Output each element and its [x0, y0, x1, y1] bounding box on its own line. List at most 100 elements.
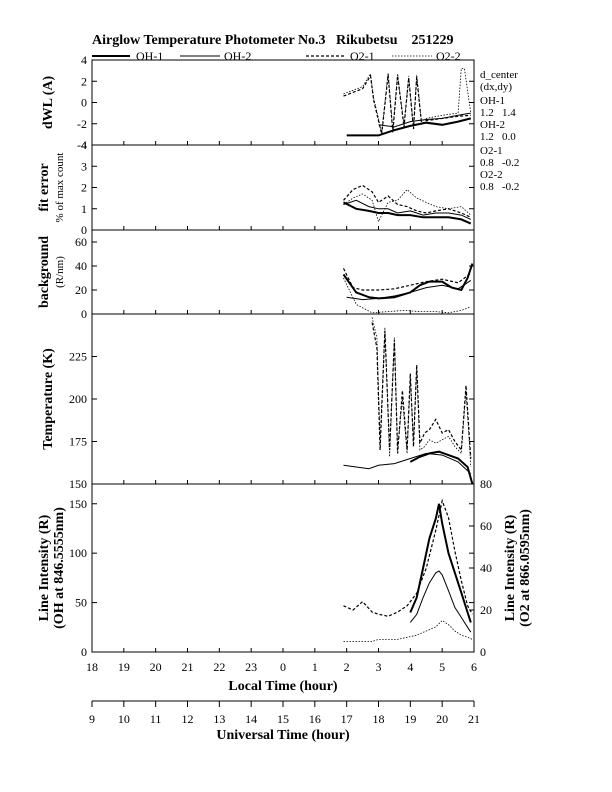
- local-time-tick-label: 19: [118, 660, 130, 674]
- fit-error-ytick-label: 4: [81, 138, 87, 152]
- intensity-series-oh-2: [409, 570, 472, 633]
- local-time-tick-label: 22: [213, 660, 225, 674]
- intensity-ylabel-right-2: (O2 at 866.0595nm): [518, 509, 533, 627]
- annot-o22-vals: 0.8 -0.2: [480, 181, 519, 193]
- temperature-series-o2-2: [371, 317, 472, 468]
- universal-time-tick-label: 19: [404, 712, 416, 726]
- background-frame: [91, 229, 475, 315]
- intensity-ytick-label: 0: [81, 645, 87, 659]
- background-ytick-label: 60: [75, 235, 87, 249]
- annot-oh1-vals: 1.2 1.4: [480, 107, 516, 119]
- dwl-ytick-label: -2: [77, 117, 87, 131]
- annot-o22-name: O2-2: [480, 169, 503, 181]
- fit-error-ytick-label: 2: [81, 181, 87, 195]
- annot-oh2-vals: 1.2 0.0: [480, 131, 516, 143]
- intensity-ylabel-right: Line Intensity (R): [503, 514, 518, 621]
- temperature-ytick-label: 200: [69, 392, 87, 406]
- universal-time-tick-label: 17: [341, 712, 353, 726]
- universal-time-tick-label: 11: [150, 712, 162, 726]
- intensity-ytick-right-label: 40: [480, 561, 492, 575]
- background-ytick-label: 40: [75, 259, 87, 273]
- local-time-tick-label: 6: [471, 660, 477, 674]
- annot-o21-name: O2-1: [480, 145, 503, 157]
- intensity-series-oh-1: [409, 503, 472, 623]
- dwl-ytick-label: -4: [77, 138, 87, 152]
- universal-time-tick-label: 14: [245, 712, 257, 726]
- fit-error-ytick-label: 1: [81, 202, 87, 216]
- universal-time-axis-label: Universal Time (hour): [216, 728, 350, 743]
- dwl-ytick-label: 2: [81, 74, 87, 88]
- fit-error-series-o2-2: [343, 189, 472, 223]
- fit-error-ylabel-2: % of max count: [54, 153, 66, 223]
- intensity-ytick-right-label: 60: [480, 519, 492, 533]
- temperature-ytick-label: 225: [69, 350, 87, 364]
- legend-label-o21: O2-1: [350, 49, 375, 63]
- intensity-ytick-right-label: 0: [480, 645, 486, 659]
- legend: OH-1 OH-2 O2-1 O2-2: [92, 49, 461, 63]
- local-time-tick-label: 1: [312, 660, 318, 674]
- universal-time-tick-label: 12: [182, 712, 194, 726]
- universal-time-tick-label: 15: [277, 712, 289, 726]
- universal-time-tick-label: 20: [436, 712, 448, 726]
- local-time-tick-label: 20: [150, 660, 162, 674]
- dwl-series-o2-2: [343, 68, 472, 133]
- intensity-ytick-label: 50: [75, 596, 87, 610]
- figure-title: Airglow Temperature Photometer No.3 Riku…: [92, 33, 454, 48]
- dwl-ylabel: dWL (A): [41, 76, 56, 130]
- annot-heading-2: (dx,dy): [480, 81, 512, 93]
- legend-label-o22: O2-2: [436, 49, 461, 63]
- universal-time-tick-label: 21: [468, 712, 480, 726]
- local-time-tick-label: 23: [245, 660, 257, 674]
- intensity-ytick-label: 100: [69, 546, 87, 560]
- dwl-ytick-label: 4: [81, 53, 87, 67]
- background-series-o2-1: [342, 268, 472, 291]
- intensity-series-o2-2: [343, 619, 473, 642]
- local-time-tick-label: 0: [280, 660, 286, 674]
- legend-label-oh2: OH-2: [224, 49, 251, 63]
- universal-time-tick-label: 18: [373, 712, 385, 726]
- legend-label-oh1: OH-1: [136, 49, 163, 63]
- universal-time-tick-label: 10: [118, 712, 130, 726]
- d-center-annotation: d_center (dx,dy) OH-1 1.2 1.4 OH-2 1.2 0…: [480, 69, 519, 193]
- background-ylabel: background: [37, 236, 52, 308]
- fit-error-frame: [91, 144, 475, 231]
- annot-oh1-name: OH-1: [480, 95, 505, 107]
- dwl-series-oh-2: [378, 112, 471, 128]
- local-time-tick-label: 5: [439, 660, 445, 674]
- fit-error-ytick-label: 3: [81, 159, 87, 173]
- local-time-tick-label: 3: [376, 660, 382, 674]
- local-time-tick-label: 4: [407, 660, 413, 674]
- local-time-tick-label: 2: [344, 660, 350, 674]
- local-time-tick-label: 18: [86, 660, 98, 674]
- temperature-series-o2-1: [371, 322, 472, 459]
- annot-o21-vals: 0.8 -0.2: [480, 157, 519, 169]
- universal-time-tick-label: 9: [89, 712, 95, 726]
- intensity-ytick-right-label: 20: [480, 603, 492, 617]
- intensity-ylabel-2: (OH at 846.5555nm): [52, 507, 67, 629]
- local-time-axis-label: Local Time (hour): [228, 679, 337, 694]
- temperature-ytick-label: 150: [69, 477, 87, 491]
- intensity-frame: [91, 483, 475, 653]
- background-ylabel-2: (R/nm): [54, 256, 66, 288]
- dwl-frame: [91, 59, 475, 146]
- background-ytick-label: 20: [75, 283, 87, 297]
- background-ytick-label: 0: [81, 307, 87, 321]
- temperature-series-oh-2: [343, 452, 472, 475]
- intensity-ylabel: Line Intensity (R): [37, 514, 52, 621]
- intensity-ytick-right-label: 80: [480, 477, 492, 491]
- temperature-ytick-label: 175: [69, 435, 87, 449]
- temperature-ylabel: Temperature (K): [41, 348, 56, 450]
- intensity-series-o2-1: [343, 498, 473, 617]
- universal-time-tick-label: 13: [213, 712, 225, 726]
- background-series-oh-1: [342, 263, 474, 300]
- background-series-o2-2: [343, 277, 471, 314]
- fit-error-series-oh-1: [343, 201, 472, 225]
- annot-oh2-name: OH-2: [480, 119, 505, 131]
- fit-error-series-o2-1: [343, 184, 472, 218]
- fit-error-ylabel: fit error: [37, 163, 52, 211]
- fit-error-series-oh-2: [343, 199, 472, 220]
- dwl-series-o2-1: [343, 74, 471, 135]
- temperature-series-oh-1: [409, 450, 474, 485]
